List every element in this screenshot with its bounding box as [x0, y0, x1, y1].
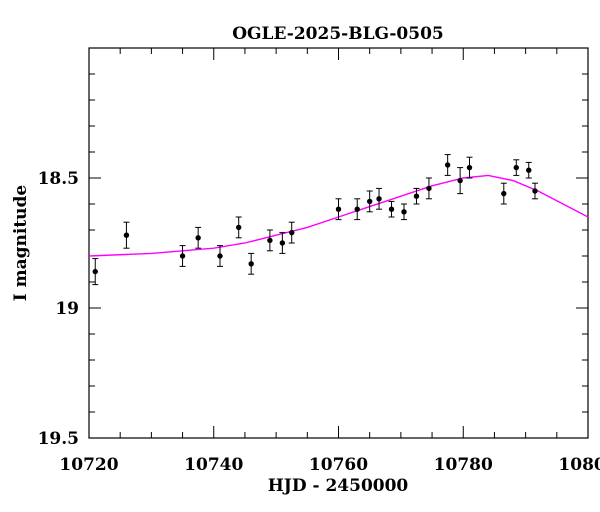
x-tick-label: 10760	[309, 455, 368, 475]
y-tick-label: 18.5	[38, 169, 79, 189]
data-point	[335, 206, 342, 212]
data-point	[92, 268, 98, 275]
data-point	[248, 261, 254, 267]
data-point	[388, 206, 395, 212]
data-point	[366, 198, 373, 205]
y-axis-label: I magnitude	[11, 185, 31, 302]
data-point	[267, 237, 273, 244]
x-axis-label: HJD - 2450000	[268, 476, 409, 496]
plot-area: 10720 10740 10760 10780 10800 18.5 19 19.5	[38, 47, 600, 475]
data-point	[217, 253, 223, 259]
data-point	[413, 193, 420, 199]
model-layer	[88, 174, 589, 257]
data-layer	[92, 154, 538, 286]
ticks-layer	[88, 47, 589, 439]
model-curve	[88, 174, 589, 257]
data-point	[236, 224, 242, 231]
x-tick-label: 10740	[184, 455, 243, 475]
x-tick-label: 10720	[59, 455, 118, 475]
data-point	[426, 185, 432, 192]
data-point	[501, 190, 507, 197]
chart-title: OGLE-2025-BLG-0505	[232, 24, 444, 44]
tick-labels-layer: 10720 10740 10760 10780 10800 18.5 19 19.5	[38, 169, 600, 475]
x-tick-label: 10800	[558, 455, 600, 475]
data-point	[444, 162, 451, 168]
data-point	[123, 232, 130, 238]
y-tick-label: 19.5	[38, 429, 79, 449]
data-point	[179, 253, 186, 259]
data-point	[466, 164, 473, 171]
data-point	[513, 164, 519, 171]
data-point	[354, 206, 360, 212]
x-tick-label: 10780	[434, 455, 493, 475]
plot-frame	[88, 47, 589, 439]
data-point	[532, 188, 538, 194]
data-point	[526, 167, 532, 173]
data-point	[289, 229, 295, 236]
data-point	[401, 209, 407, 215]
data-point	[457, 177, 463, 184]
data-point	[195, 235, 201, 241]
data-point	[279, 240, 286, 246]
y-tick-label: 19	[55, 299, 79, 319]
data-point	[376, 196, 382, 202]
